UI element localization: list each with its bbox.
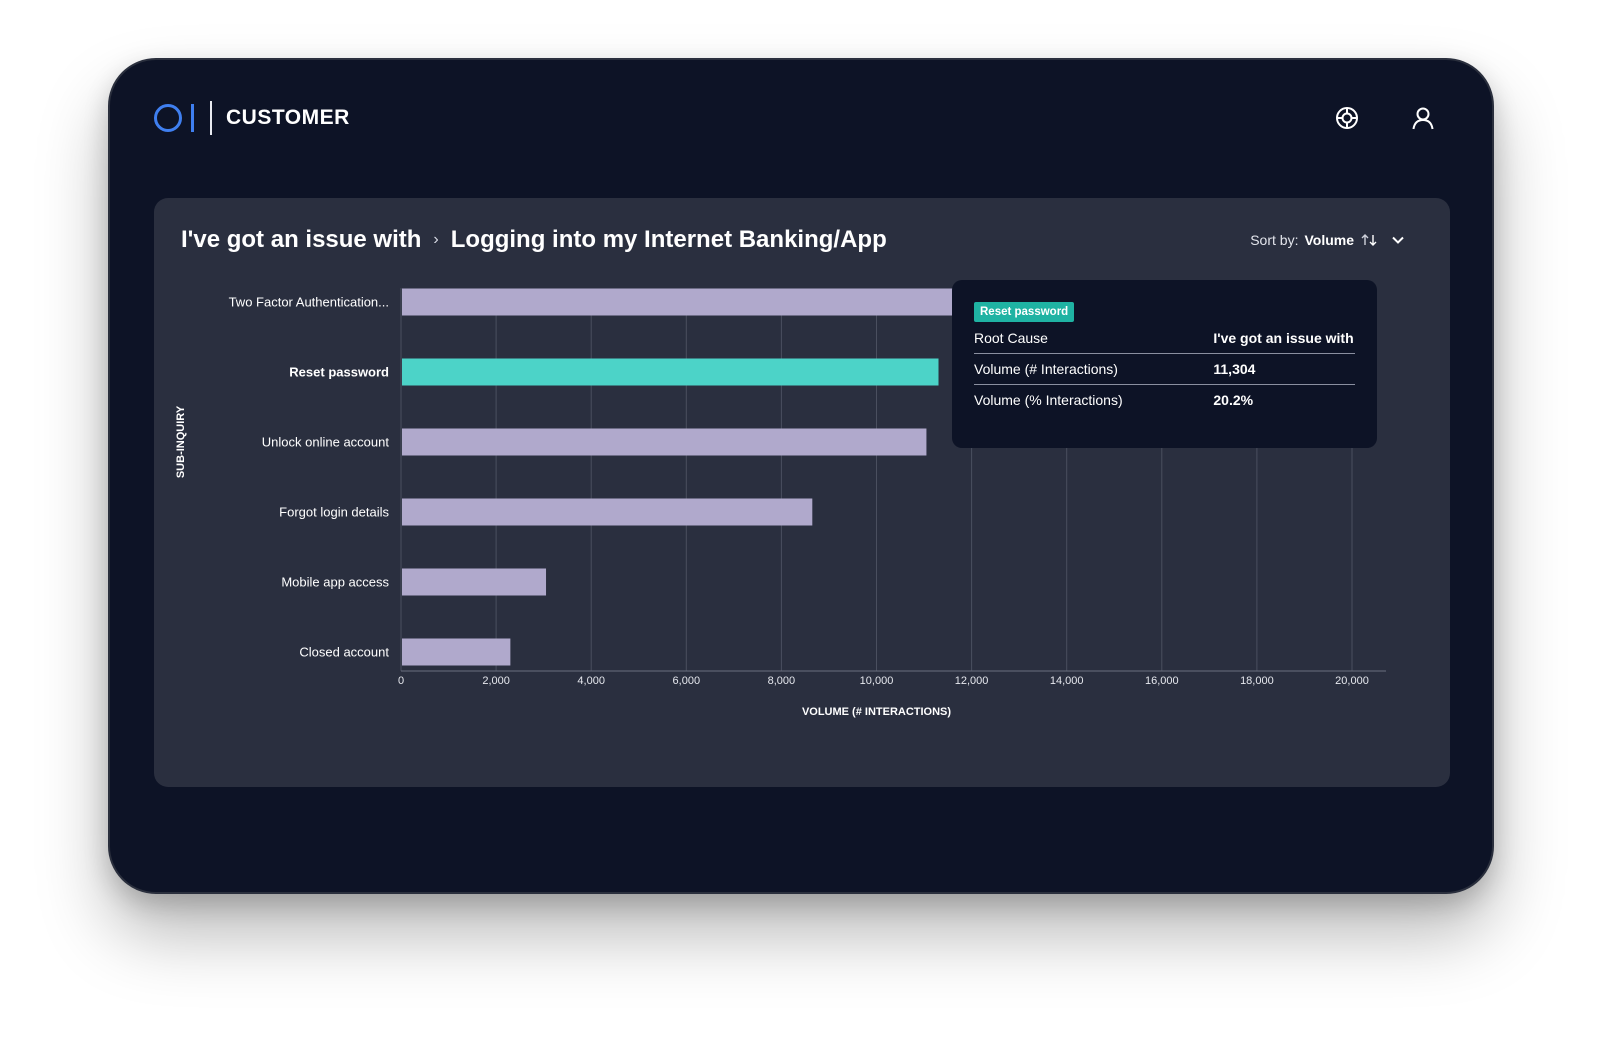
bar-two-factor-authentication — [402, 288, 972, 316]
breadcrumb-separator-icon: › — [433, 231, 439, 248]
x-tick-label: 4,000 — [577, 675, 605, 687]
tooltip-row: Volume (# Interactions) 11,304 — [974, 354, 1355, 385]
bar-unlock-online-account — [402, 428, 927, 456]
chevron-down-icon[interactable] — [1390, 233, 1406, 247]
x-tick-label: 16,000 — [1145, 675, 1179, 687]
device-frame: CUSTOMER 0 2,000 4,000 6,000 8,000 10,000 12,0… — [108, 58, 1494, 894]
y-category-label: Mobile app access — [281, 575, 389, 590]
x-tick-label: 6,000 — [673, 675, 701, 687]
bar-mobile-app-access — [402, 568, 547, 596]
y-category-label: Forgot login details — [279, 505, 389, 520]
tooltip-value: I've got an issue with — [1213, 330, 1354, 346]
tooltip-value: 20.2% — [1213, 392, 1254, 408]
sort-arrows-icon[interactable] — [1360, 233, 1378, 247]
app-header: CUSTOMER — [154, 96, 1448, 140]
user-icon[interactable] — [1410, 105, 1436, 131]
x-tick-label: 12,000 — [955, 675, 989, 687]
sort-value: Volume — [1304, 232, 1354, 248]
x-tick-label: 8,000 — [768, 675, 796, 687]
tooltip-key: Volume (% Interactions) — [974, 392, 1123, 408]
bar-forgot-login-details — [402, 498, 813, 526]
bar-closed-account — [402, 638, 511, 666]
x-tick-label: 2,000 — [482, 675, 510, 687]
x-tick-label: 0 — [398, 675, 404, 687]
tooltip-row: Volume (% Interactions) 20.2% — [974, 385, 1355, 415]
x-tick-label: 14,000 — [1050, 675, 1084, 687]
tooltip-value: 11,304 — [1213, 361, 1256, 377]
bar-reset-password — [402, 358, 939, 386]
y-category-label: Unlock online account — [262, 435, 390, 450]
bar-chart: 0 2,000 4,000 6,000 8,000 10,000 12,000 14,000 1… — [175, 288, 1386, 718]
help-wheel-icon[interactable] — [1334, 105, 1360, 131]
y-axis-title: SUB-INQUIRY — [175, 405, 187, 478]
chart-tooltip: Reset password Root Cause I've got an is… — [952, 280, 1377, 448]
breadcrumb: I've got an issue with › Logging into my… — [181, 226, 887, 254]
chart-panel: 0 2,000 4,000 6,000 8,000 10,000 12,000 14,000 1… — [154, 198, 1450, 787]
app-title: CUSTOMER — [226, 106, 350, 129]
tooltip-badge: Reset password — [974, 302, 1075, 322]
sort-label: Sort by: — [1250, 232, 1299, 248]
breadcrumb-parent[interactable]: I've got an issue with — [181, 226, 422, 253]
x-tick-label: 20,000 — [1335, 675, 1369, 687]
y-category-label: Closed account — [299, 645, 389, 660]
logo-bar — [191, 104, 194, 132]
y-category-label: Reset password — [289, 365, 389, 380]
breadcrumb-current: Logging into my Internet Banking/App — [450, 226, 887, 253]
logo-circle — [154, 104, 182, 132]
y-category-label: Two Factor Authentication... — [229, 295, 389, 310]
header-actions — [1334, 105, 1436, 131]
x-tick-label: 18,000 — [1240, 675, 1274, 687]
x-tick-label: 10,000 — [860, 675, 894, 687]
tooltip-row: Root Cause I've got an issue with — [974, 322, 1355, 354]
sort-dropdown[interactable]: Sort by: Volume — [1250, 232, 1406, 248]
app-logo[interactable] — [154, 104, 194, 132]
tooltip-key: Volume (# Interactions) — [974, 361, 1118, 377]
tooltip-key: Root Cause — [974, 330, 1048, 346]
header-divider — [210, 101, 212, 135]
x-axis-title: VOLUME (# INTERACTIONS) — [802, 706, 951, 718]
